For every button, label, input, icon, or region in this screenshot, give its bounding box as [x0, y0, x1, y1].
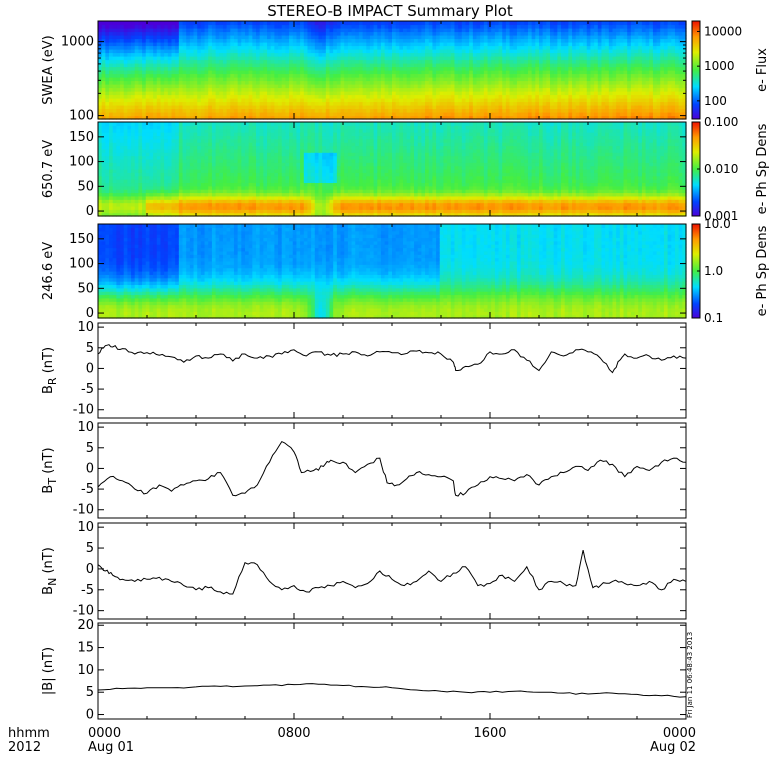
- y-tick-label: 50: [77, 179, 94, 194]
- heatmap-cells: [98, 122, 687, 217]
- y-tick-label: 5: [86, 341, 94, 356]
- x-tick-label: 1600: [473, 726, 506, 741]
- y-tick-label: -10: [73, 503, 94, 518]
- colorbar-tick-label: 0.100: [704, 115, 738, 129]
- y-axis-label: 650.7 eV: [41, 140, 56, 198]
- colorbar-tick-label: 10000: [704, 24, 742, 38]
- y-tick-label: 100: [69, 155, 94, 170]
- panel-frame: [97, 622, 687, 720]
- y-tick-label: 0: [86, 361, 94, 376]
- y-tick-label: 10: [77, 663, 94, 678]
- y-tick-label: 0: [86, 562, 94, 577]
- colorbar-tick-label: 0.1: [704, 311, 723, 325]
- y-tick-label: 0: [86, 461, 94, 476]
- y-tick-label: 0: [86, 306, 94, 321]
- y-tick-label: 1000: [61, 35, 94, 50]
- heatmap-cells: [98, 21, 687, 120]
- y-axis-label: |B| (nT): [41, 647, 56, 695]
- colorbar-label: e- Flux: [755, 48, 770, 92]
- series-line: [97, 683, 687, 698]
- y-tick-label: 100: [69, 109, 94, 124]
- panel-frame: [97, 522, 687, 620]
- series-line: [97, 440, 687, 497]
- y-axis-label: BR (nT): [41, 347, 59, 394]
- colorbar-tick-label: 0.010: [704, 162, 738, 176]
- y-tick-label: 10: [77, 320, 94, 335]
- y-axis-label-text: BN (nT): [41, 547, 59, 595]
- creation-timestamp: Fri Jan 11 06:48:43 2013: [686, 632, 694, 718]
- x-axis-year-label: 2012: [8, 740, 41, 755]
- y-tick-label: 5: [86, 541, 94, 556]
- x-tick-date-label: Aug 01: [88, 740, 134, 755]
- y-tick-label: 100: [69, 257, 94, 272]
- y-axis-label-text: |B| (nT): [41, 647, 56, 695]
- y-axis-label: BT (nT): [41, 447, 59, 493]
- y-tick-label: 150: [69, 130, 94, 145]
- y-tick-label: -5: [81, 382, 94, 397]
- series-line: [97, 549, 687, 595]
- heatmap-cells: [98, 224, 687, 319]
- colorbar-tick-label: 1000: [704, 59, 735, 73]
- y-tick-label: 15: [77, 641, 94, 656]
- colorbar-tick-label: 10.0: [704, 217, 731, 231]
- x-tick-label: 0800: [277, 726, 310, 741]
- x-tick-date-label: Aug 02: [650, 740, 696, 755]
- y-tick-label: -10: [73, 403, 94, 418]
- series-line: [97, 344, 687, 374]
- panel-frame: [97, 422, 687, 519]
- plot-title: STEREO-B IMPACT Summary Plot: [267, 2, 513, 20]
- y-tick-label: 0: [86, 708, 94, 723]
- x-tick-label: 0000: [88, 726, 121, 741]
- y-axis-label-text: BT (nT): [41, 447, 59, 493]
- panel-frame: [97, 322, 687, 419]
- y-tick-label: 20: [77, 618, 94, 633]
- y-tick-label: 150: [69, 232, 94, 247]
- colorbar-tick-label: 1.0: [704, 264, 723, 278]
- y-tick-label: 10: [77, 420, 94, 435]
- y-tick-label: 5: [86, 441, 94, 456]
- y-axis-label: 246.6 eV: [41, 242, 56, 300]
- y-axis-label: BN (nT): [41, 547, 59, 595]
- x-axis-hhmm-label: hhmm: [8, 726, 50, 741]
- y-tick-label: 50: [77, 281, 94, 296]
- colorbar-tick-label: 100: [704, 94, 727, 108]
- y-axis-label: SWEA (eV): [41, 35, 56, 104]
- y-tick-label: -10: [73, 604, 94, 619]
- colorbar: [691, 20, 701, 120]
- y-tick-label: -5: [81, 482, 94, 497]
- y-tick-label: 10: [77, 520, 94, 535]
- x-tick-label: 0000: [663, 726, 696, 741]
- colorbar-tick-label: 0.001: [704, 209, 738, 223]
- y-tick-label: 5: [86, 685, 94, 700]
- y-axis-label-text: BR (nT): [41, 347, 59, 394]
- colorbar-label: e- Ph Sp Dens: [755, 123, 770, 214]
- y-tick-label: 0: [86, 204, 94, 219]
- colorbar-label: e- Ph Sp Dens: [755, 225, 770, 316]
- y-tick-label: -5: [81, 583, 94, 598]
